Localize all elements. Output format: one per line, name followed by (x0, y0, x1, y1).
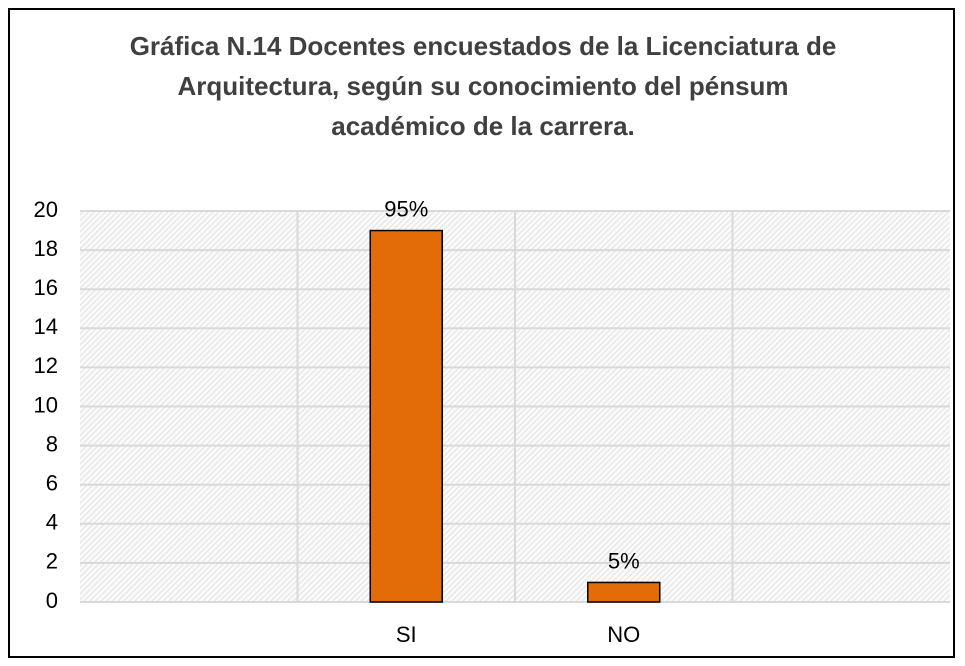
y-tick-label: 14 (34, 314, 58, 339)
data-label: 5% (608, 548, 640, 573)
y-tick-label: 4 (46, 510, 58, 535)
bar (369, 229, 443, 603)
y-tick-label: 16 (34, 275, 58, 300)
y-tick-label: 18 (34, 236, 58, 261)
y-tick-label: 8 (46, 431, 58, 456)
y-tick-label: 20 (34, 197, 58, 222)
chart-title: Gráfica N.14 Docentes encuestados de la … (129, 31, 837, 141)
y-tick-label: 6 (46, 471, 58, 496)
bar (587, 581, 661, 603)
x-tick-label: SI (396, 622, 417, 647)
y-tick-label: 10 (34, 392, 58, 417)
y-tick-label: 0 (46, 588, 58, 613)
y-tick-label: 12 (34, 353, 58, 378)
data-label: 95% (384, 196, 428, 221)
y-tick-label: 2 (46, 549, 58, 574)
chart-frame (8, 8, 955, 658)
x-tick-label: NO (607, 622, 640, 647)
